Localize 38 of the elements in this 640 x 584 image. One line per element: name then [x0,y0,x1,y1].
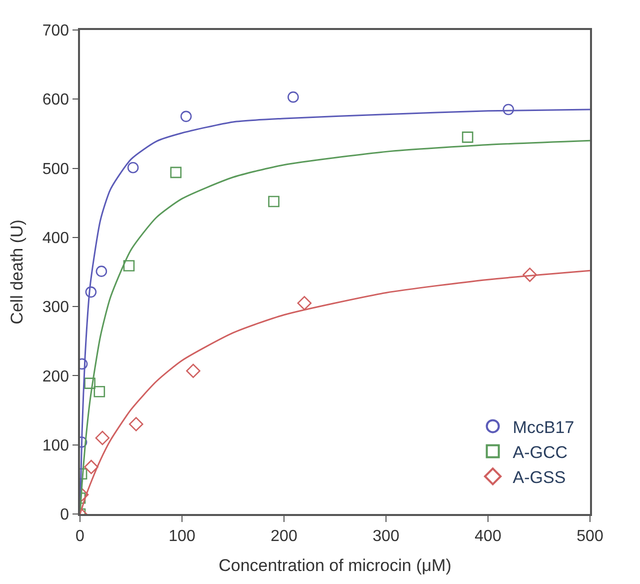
point [85,286,97,298]
point [123,260,135,272]
point [297,296,312,310]
y-tick-label: 500 [42,160,70,178]
x-tick-label: 200 [270,528,298,545]
point [522,268,537,282]
y-tick-label: 0 [60,506,70,524]
point [127,162,139,174]
point [84,460,98,474]
x-tick-label: 100 [168,528,196,545]
x-tick-label: 400 [474,528,502,545]
point [186,364,200,378]
point [502,104,514,116]
y-tick-label: 600 [42,92,70,109]
legend-label: MccB17 [512,418,574,437]
point [84,378,96,389]
legend-label: A-GSS [512,468,566,488]
line-series [80,270,590,514]
point [180,110,192,122]
point [170,166,182,178]
y-tick-label: 300 [42,299,70,316]
point [96,266,108,277]
point [128,416,144,432]
point [94,386,106,398]
x-axis-title: Concentration of microcin (μM) [218,556,452,575]
y-axis-title: Cell death (U) [7,220,26,324]
point [288,91,299,103]
point [95,430,110,446]
y-tick-label: 100 [42,437,70,454]
y-tick-label: 200 [42,368,70,386]
point [462,132,474,143]
legend-label: A-GCC [512,442,568,462]
x-tick-label: 0 [76,528,85,545]
x-tick-label: 500 [576,528,604,545]
y-tick-label: 700 [42,22,70,40]
y-tick-label: 400 [42,230,70,248]
point [268,196,280,208]
x-tick-label: 300 [372,528,400,545]
